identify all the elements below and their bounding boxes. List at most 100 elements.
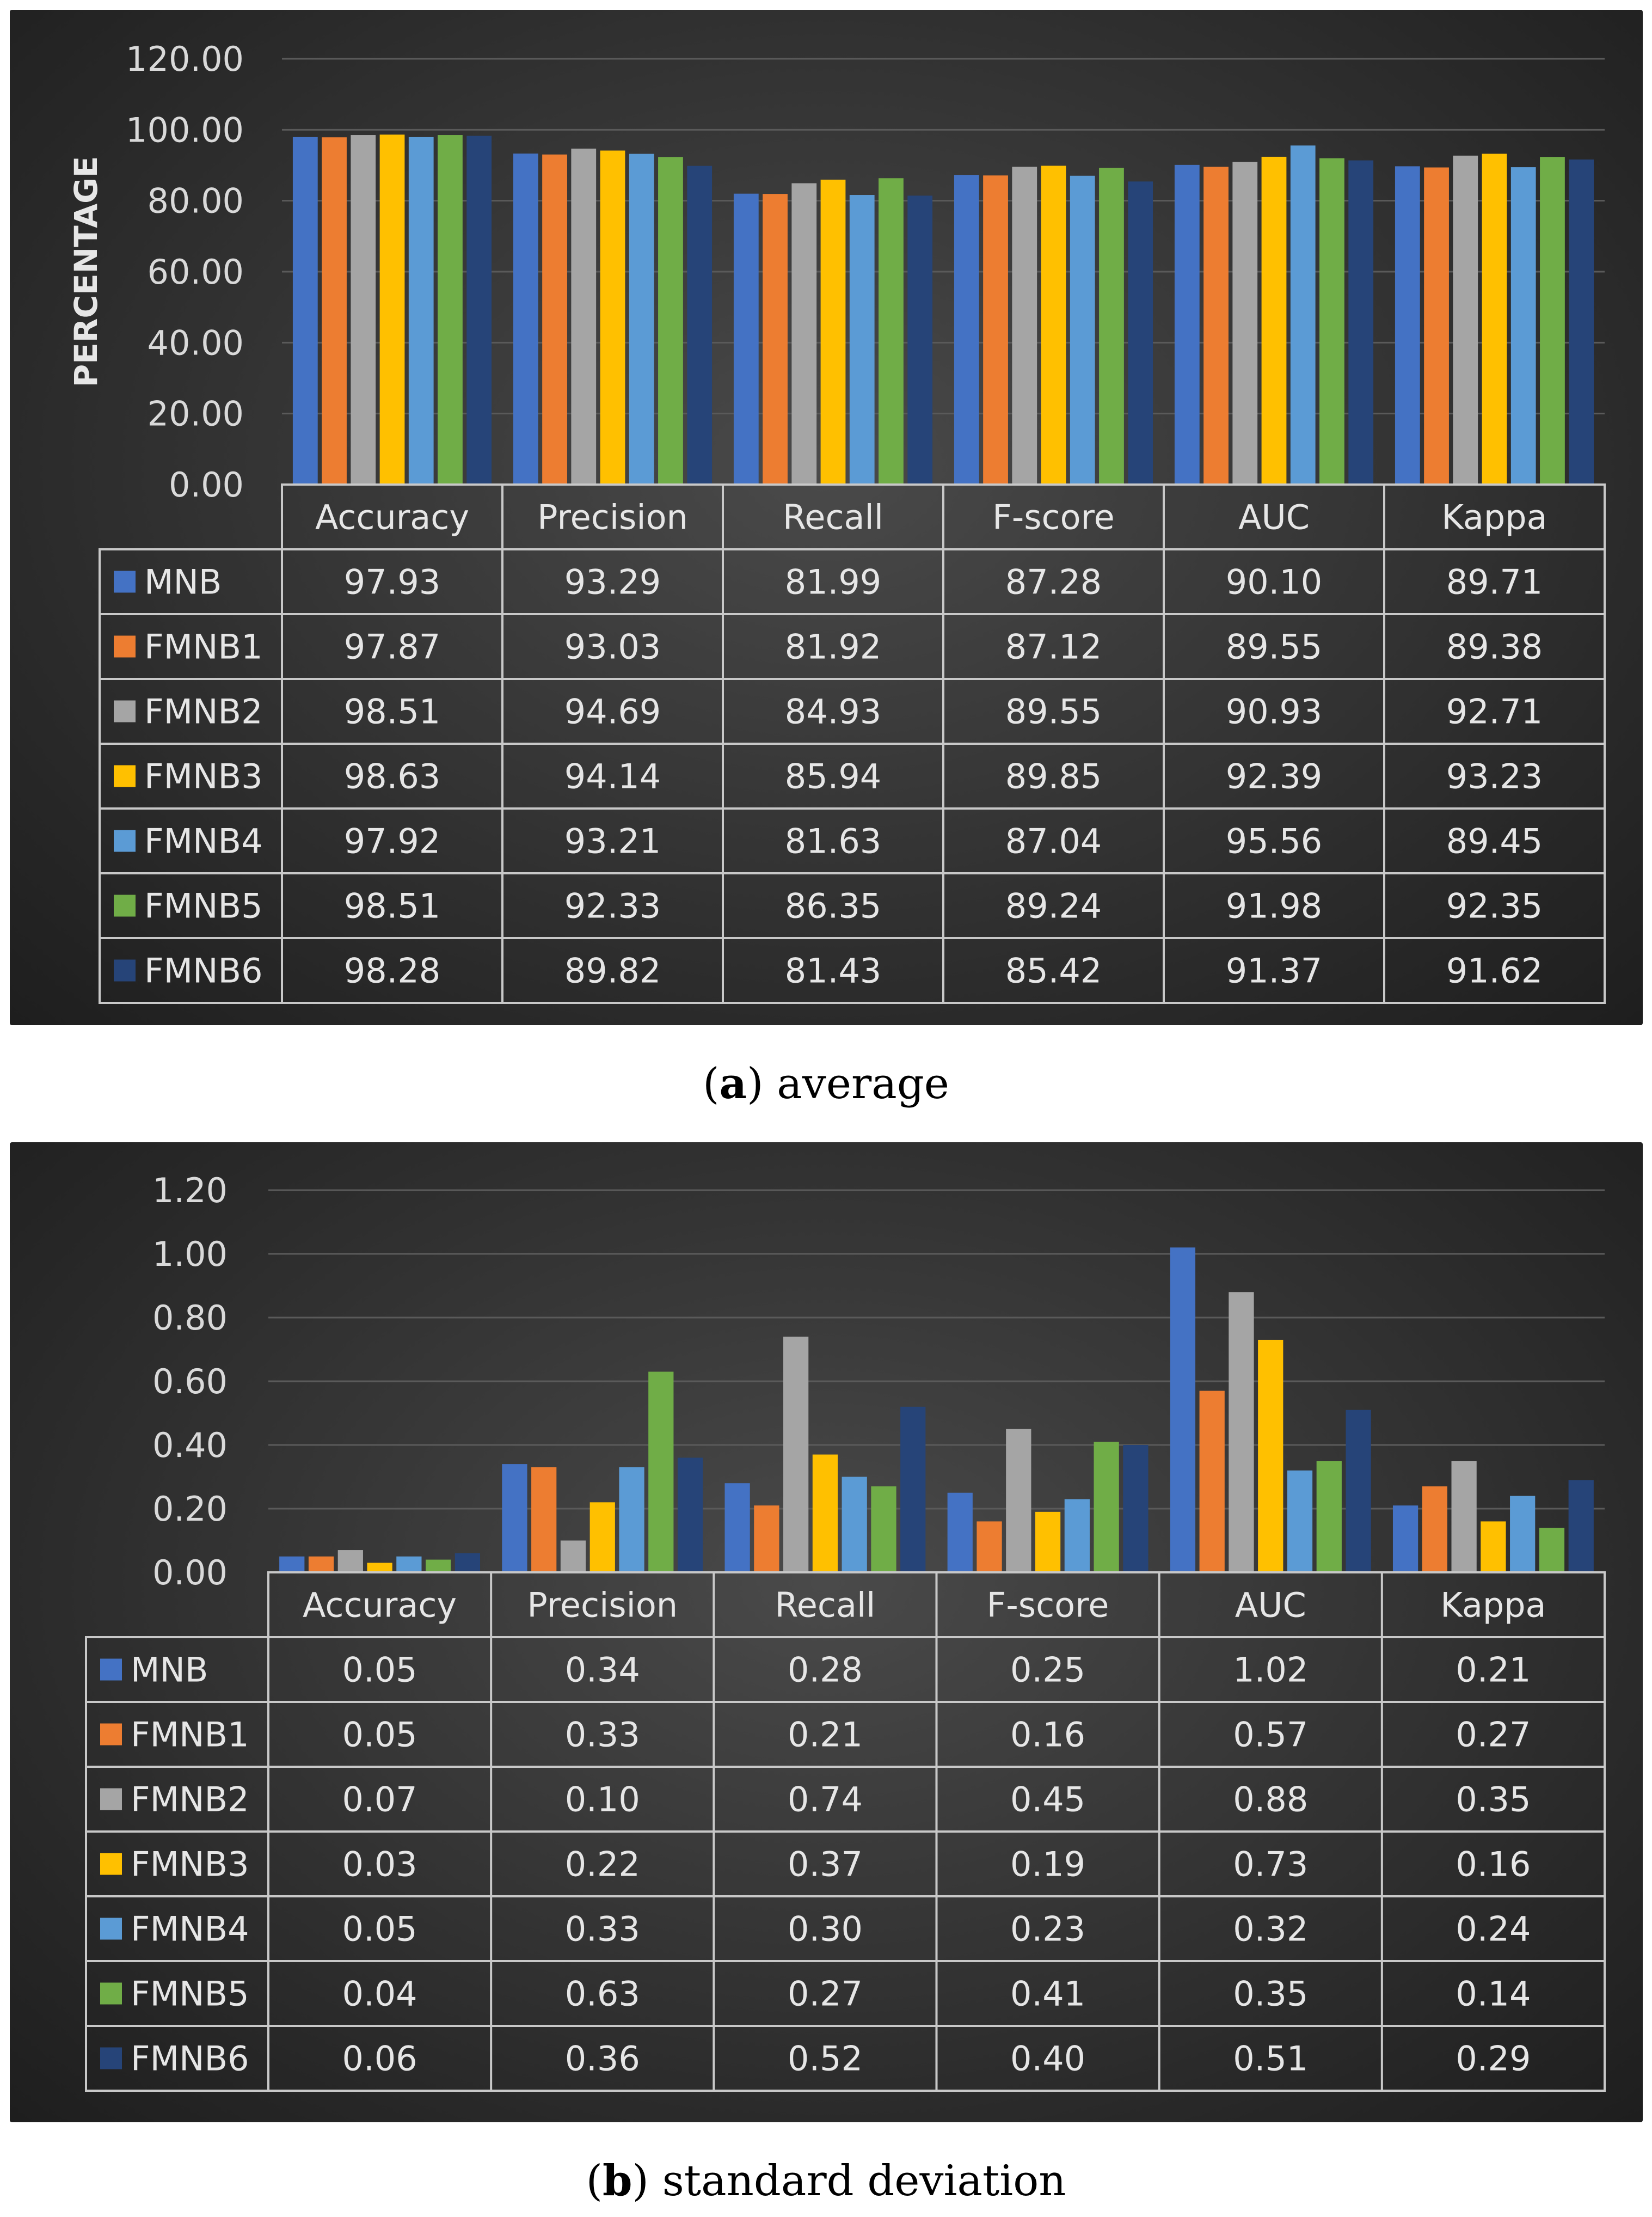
table-cell-value: 91.98 [1226,886,1323,926]
bar-fmnb2 [783,1337,809,1572]
bar-fmnb4 [1510,167,1536,485]
bar-fmnb1 [1199,1391,1225,1572]
table-cell-value: 0.40 [1010,2039,1085,2079]
bar-fmnb3 [1035,1511,1061,1572]
bar-fmnb6 [907,195,933,485]
bar-fmnb2 [1232,162,1258,485]
table-cell-value: 0.22 [565,1845,640,1884]
category-label: Accuracy [315,498,469,537]
y-tick-label: 40.00 [148,323,244,363]
bar-mnb [724,1483,750,1572]
legend-key-fmnb2 [100,1788,122,1810]
table-cell-value: 0.23 [1010,1909,1085,1949]
table-cell-value: 98.51 [344,692,441,732]
table-cell-value: 0.04 [342,1974,417,2014]
legend-label: FMNB1 [144,627,263,667]
table-cell-value: 93.29 [564,562,661,602]
bar-fmnb2 [351,135,376,485]
bar-fmnb6 [1569,159,1594,485]
y-tick-label: 0.60 [152,1362,228,1401]
legend-label: MNB [144,562,222,602]
table-cell-value: 89.71 [1446,562,1543,602]
y-tick-label: 0.00 [152,1553,228,1593]
chart-panel-average: 0.00 20.00 40.00 60.00 80.00 100.00 120.00 PERC… [10,10,1643,1025]
table-cell-value: 92.39 [1226,757,1323,797]
table-cell-value: 0.05 [342,1715,417,1755]
bar-fmnb1 [531,1467,557,1572]
bar-mnb [279,1556,305,1572]
bar-fmnb1 [322,137,347,485]
category-label: Precision [537,498,688,537]
bar-fmnb5 [1319,158,1344,485]
bar-fmnb6 [687,166,713,485]
bar-fmnb4 [396,1556,422,1572]
bar-fmnb4 [1070,175,1095,485]
legend-label: FMNB4 [131,1909,249,1949]
y-tick-label: 0.80 [152,1298,228,1338]
legend-key-fmnb4 [100,1918,122,1940]
legend-label: FMNB2 [131,1780,249,1820]
table-cell-value: 98.28 [344,951,441,991]
table-cell-value: 97.87 [344,627,441,667]
bar-fmnb5 [658,157,683,485]
chart-panel-standard-deviation: 0.00 0.20 0.40 0.60 0.80 1.00 1.20 Accuracy Prec… [10,1142,1643,2122]
table-cell-value: 0.73 [1233,1845,1308,1884]
bar-fmnb3 [1261,156,1287,485]
bar-fmnb2 [1453,155,1478,485]
table-cell-value: 85.94 [785,757,882,797]
table-cell-value: 0.14 [1456,1974,1531,2014]
table-cell-value: 0.30 [788,1909,863,1949]
caption-letter: a [719,1059,747,1108]
caption-average: (a) average [703,1059,949,1108]
bar-fmnb2 [1006,1429,1031,1572]
table-cell-value: 89.38 [1446,627,1543,667]
table-cell-value: 0.36 [565,2039,640,2079]
table-cell-value: 89.55 [1226,627,1323,667]
table-cell-value: 0.29 [1456,2039,1531,2079]
chart-average: 0.00 20.00 40.00 60.00 80.00 100.00 120.00 PERC… [67,39,1606,1004]
bar-mnb [954,175,979,485]
legend-key-fmnb1 [100,1723,122,1746]
legend-key-fmnb6 [100,2047,122,2069]
bar-fmnb1 [754,1505,779,1572]
bar-fmnb2 [337,1550,363,1572]
y-axis-title: PERCENTAGE [67,156,105,388]
bar-fmnb5 [871,1486,896,1572]
category-label: Kappa [1440,1585,1546,1625]
y-tick-label: 120.00 [126,39,244,79]
bar-fmnb2 [791,183,817,485]
bar-mnb [502,1464,527,1572]
bar-fmnb1 [1422,1486,1447,1572]
bar-fmnb6 [455,1553,481,1572]
bar-fmnb6 [900,1406,926,1572]
table-cell-value: 87.12 [1005,627,1102,667]
caption-text: standard deviation [662,2157,1066,2206]
table-cell-value: 93.23 [1446,757,1543,797]
bar-fmnb4 [842,1477,867,1572]
table-cell-value: 0.57 [1233,1715,1308,1755]
bar-mnb [292,137,318,485]
table-cell-value: 0.35 [1233,1974,1308,2014]
y-tick-label: 1.20 [152,1171,228,1210]
legend-label: FMNB6 [131,2039,249,2079]
legend-key-fmnb5 [114,895,136,917]
table-cell-value: 0.32 [1233,1909,1308,1949]
bar-fmnb4 [1287,1470,1313,1572]
table-cell-value: 0.03 [342,1845,417,1884]
category-label: Recall [783,498,883,537]
chart-standard-deviation: 0.00 0.20 0.40 0.60 0.80 1.00 1.20 Accuracy Prec… [85,1171,1606,2092]
bar-fmnb6 [1568,1480,1594,1572]
bar-fmnb3 [1041,166,1066,485]
table-cell-value: 87.04 [1005,822,1102,861]
legend-key-fmnb3 [100,1853,122,1875]
table-cell-value: 89.45 [1446,822,1543,861]
bar-fmnb3 [1482,154,1507,485]
bar-fmnb3 [589,1502,615,1572]
bar-fmnb2 [560,1540,586,1572]
bar-mnb [1392,1505,1418,1572]
bar-fmnb1 [1424,167,1449,485]
table-cell-value: 85.42 [1005,951,1102,991]
caption-text: average [777,1059,949,1108]
bar-fmnb5 [1094,1442,1119,1572]
table-cell-value: 94.69 [564,692,661,732]
